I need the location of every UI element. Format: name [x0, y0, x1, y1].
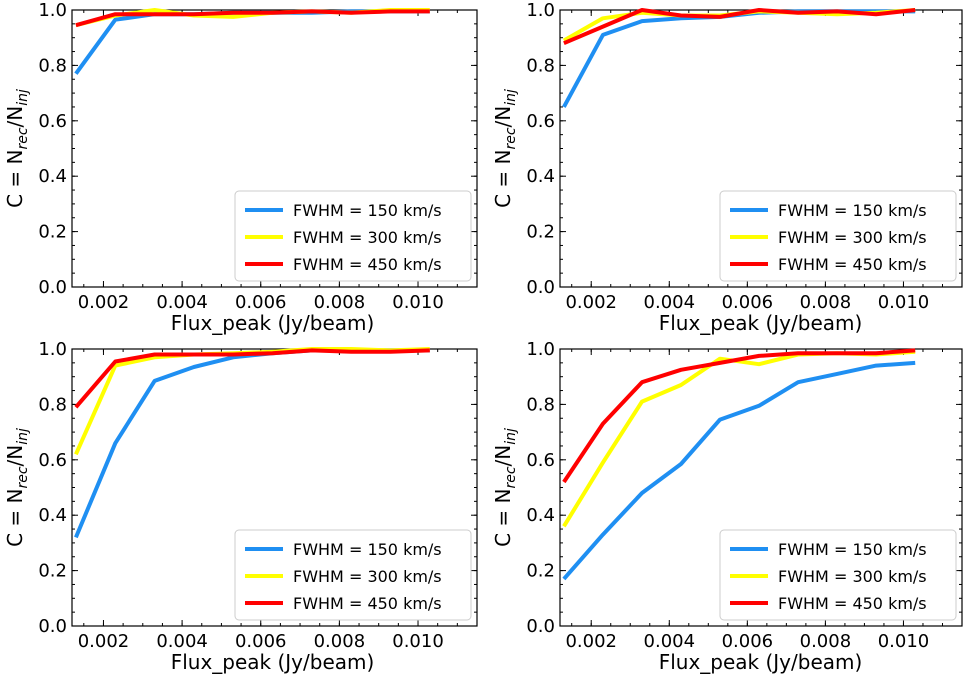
x-tick-label: 0.002: [78, 292, 130, 313]
legend-entry: FWHM = 300 km/s: [778, 567, 927, 586]
legend-box: [234, 529, 472, 621]
legend-entry: FWHM = 450 km/s: [293, 255, 442, 274]
legend-box: [719, 529, 957, 621]
legend-entry: FWHM = 150 km/s: [293, 201, 442, 220]
y-tick-label: 0.2: [38, 222, 67, 243]
x-axis-label: Flux_peak (Jy/beam): [659, 650, 863, 674]
legend-entry: FWHM = 450 km/s: [293, 594, 442, 613]
y-tick-label: 0.8: [38, 394, 67, 415]
y-tick-label: 0.4: [38, 166, 67, 187]
y-tick-label: 1.0: [38, 339, 67, 360]
legend-entry: FWHM = 450 km/s: [778, 255, 927, 274]
y-tick-label: 0.4: [526, 166, 555, 187]
chart-panel-4: 0.0 0.2 0.4 0.6 0.8 1.0 0.002 0.004 0.006 0.008 0.…: [491, 339, 963, 674]
x-tick-label: 0.010: [878, 631, 930, 652]
legend-box: [719, 190, 957, 282]
legend-entry: FWHM = 300 km/s: [293, 567, 442, 586]
legend-entry: FWHM = 150 km/s: [778, 201, 927, 220]
y-tick-label: 0.2: [526, 222, 555, 243]
series-line-3: [74, 348, 430, 409]
x-axis-label: Flux_peak (Jy/beam): [171, 650, 375, 674]
legend: FWHM = 150 km/s FWHM = 300 km/s FWHM = 450…: [719, 529, 957, 621]
legend-entry: FWHM = 300 km/s: [293, 228, 442, 247]
x-axis-label: Flux_peak (Jy/beam): [171, 311, 375, 335]
x-tick-label: 0.008: [314, 631, 366, 652]
chart-panel-3: 0.0 0.2 0.4 0.6 0.8 1.0 0.002 0.004 0.006 0.008 0.…: [3, 339, 478, 674]
legend-entry: FWHM = 450 km/s: [778, 594, 927, 613]
series-line-2: [562, 349, 916, 528]
legend-box: [234, 190, 472, 282]
x-tick-label: 0.008: [314, 292, 366, 313]
y-tick-label: 1.0: [526, 339, 555, 360]
series-line-1: [562, 9, 916, 108]
chart-panel-2: 0.0 0.2 0.4 0.6 0.8 1.0 0.002 0.004 0.006 0.008 0.…: [491, 0, 963, 335]
y-tick-label: 0.8: [526, 55, 555, 76]
y-tick-label: 0.2: [526, 561, 555, 582]
x-tick-label: 0.006: [235, 292, 287, 313]
x-tick-label: 0.006: [722, 292, 774, 313]
y-tick-label: 0.4: [526, 505, 555, 526]
y-tick-label: 0.0: [526, 616, 555, 637]
x-axis-label: Flux_peak (Jy/beam): [659, 311, 863, 335]
x-tick-label: 0.006: [722, 631, 774, 652]
y-tick-label: 0.0: [38, 616, 67, 637]
y-tick-label: 1.0: [526, 0, 555, 21]
series-line-3: [563, 8, 916, 46]
x-tick-label: 0.004: [156, 631, 208, 652]
x-tick-label: 0.004: [644, 292, 696, 313]
series-line-1: [562, 360, 916, 581]
y-axis-label: C = Nrec/Ninj: [491, 89, 519, 208]
y-tick-label: 0.2: [38, 561, 67, 582]
y-tick-label: 0.6: [38, 111, 67, 132]
legend-entry: FWHM = 150 km/s: [293, 540, 442, 559]
x-tick-label: 0.002: [565, 631, 617, 652]
legend: FWHM = 150 km/s FWHM = 300 km/s FWHM = 450…: [234, 190, 472, 282]
x-tick-label: 0.008: [800, 631, 852, 652]
series-line-2: [74, 347, 430, 456]
x-tick-label: 0.004: [156, 292, 208, 313]
x-tick-label: 0.002: [565, 292, 617, 313]
legend: FWHM = 150 km/s FWHM = 300 km/s FWHM = 450…: [719, 190, 957, 282]
series-line-3: [75, 9, 430, 28]
y-tick-label: 0.0: [38, 277, 67, 298]
y-tick-label: 0.8: [526, 394, 555, 415]
y-tick-label: 0.8: [38, 55, 67, 76]
y-tick-label: 1.0: [38, 0, 67, 21]
y-tick-label: 0.0: [526, 277, 555, 298]
legend: FWHM = 150 km/s FWHM = 300 km/s FWHM = 450…: [234, 529, 472, 621]
series-line-3: [562, 348, 916, 484]
x-tick-label: 0.006: [235, 631, 287, 652]
series-line-1: [74, 9, 430, 75]
x-tick-label: 0.004: [644, 631, 696, 652]
legend-entry: FWHM = 150 km/s: [778, 540, 927, 559]
y-tick-label: 0.4: [38, 505, 67, 526]
y-axis-label: C = Nrec/Ninj: [3, 89, 31, 208]
x-tick-label: 0.010: [392, 292, 444, 313]
x-tick-label: 0.008: [800, 292, 852, 313]
x-tick-label: 0.002: [78, 631, 130, 652]
x-tick-label: 0.010: [392, 631, 444, 652]
y-tick-label: 0.6: [526, 111, 555, 132]
x-tick-label: 0.010: [878, 292, 930, 313]
y-tick-label: 0.6: [38, 450, 67, 471]
y-axis-label: C = Nrec/Ninj: [3, 428, 31, 547]
legend-entry: FWHM = 300 km/s: [778, 228, 927, 247]
y-tick-label: 0.6: [526, 450, 555, 471]
series-line-1: [74, 348, 430, 539]
chart-panel-1: 0.0 0.2 0.4 0.6 0.8 1.0 0.002 0.004 0.006 0.008 0.…: [3, 0, 478, 335]
y-axis-label: C = Nrec/Ninj: [491, 428, 519, 547]
